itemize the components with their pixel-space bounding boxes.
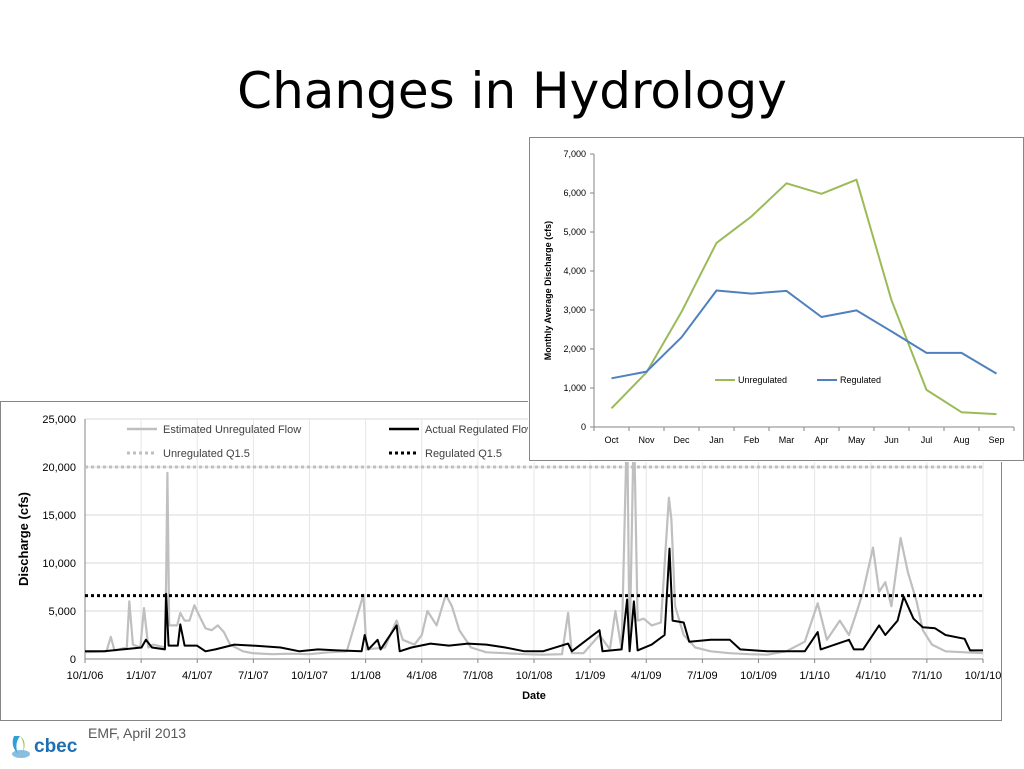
- x-tick-label: 1/1/08: [350, 670, 381, 682]
- footer-text: EMF, April 2013: [88, 725, 187, 741]
- inset-y-tick-label: 5,000: [563, 227, 586, 237]
- series-regulated-flow-line: [85, 547, 983, 653]
- legend-label: Estimated Unregulated Flow: [163, 424, 301, 436]
- x-tick-label: 4/1/08: [406, 670, 437, 682]
- legend-label: Regulated Q1.5: [425, 448, 502, 460]
- inset-x-tick-label: Feb: [744, 435, 760, 445]
- inset-x-tick-label: May: [848, 435, 866, 445]
- inset-legend-label: Regulated: [840, 375, 881, 385]
- legend-label: Unregulated Q1.5: [163, 448, 250, 460]
- inset-x-tick-label: Apr: [814, 435, 828, 445]
- inset-series-unregulated-line: [610, 178, 997, 416]
- inset-y-tick-label: 6,000: [563, 188, 586, 198]
- y-tick-label: 15,000: [42, 510, 76, 522]
- y-tick-label: 0: [70, 654, 76, 666]
- inset-x-tick-label: Dec: [673, 435, 690, 445]
- x-tick-label: 10/1/08: [516, 670, 553, 682]
- y-tick-label: 20,000: [42, 462, 76, 474]
- y-tick-label: 10,000: [42, 558, 76, 570]
- y-axis-title: Discharge (cfs): [16, 492, 31, 586]
- inset-y-axis-title: Monthly Average Discharge (cfs): [543, 221, 553, 360]
- inset-x-tick-label: Mar: [779, 435, 795, 445]
- monthly-discharge-panel: 0 1,000 2,000 3,000 4,000 5,000 6,000 7,000 Oct N…: [529, 137, 1024, 461]
- inset-y-tick-label: 1,000: [563, 383, 586, 393]
- x-tick-label: 7/1/10: [912, 670, 943, 682]
- x-tick-label: 4/1/07: [182, 670, 213, 682]
- inset-y-tick-label: 4,000: [563, 266, 586, 276]
- inset-y-tick-label: 7,000: [563, 149, 586, 159]
- x-tick-label: 1/1/07: [126, 670, 157, 682]
- inset-x-tick-label: Jun: [884, 435, 899, 445]
- slide-title: Changes in Hydrology: [237, 62, 787, 120]
- logo-wordmark: cbec: [34, 736, 78, 757]
- x-tick-label: 7/1/07: [238, 670, 269, 682]
- x-tick-label: 1/1/09: [575, 670, 606, 682]
- inset-y-tick-label: 0: [581, 422, 586, 432]
- inset-legend-label: Unregulated: [738, 375, 787, 385]
- inset-x-tick-label: Nov: [638, 435, 655, 445]
- x-tick-label: 1/1/10: [799, 670, 830, 682]
- monthly-discharge-chart: 0 1,000 2,000 3,000 4,000 5,000 6,000 7,000 Oct N…: [543, 149, 1015, 445]
- series-unregulated-flow-line: [84, 417, 984, 656]
- cbec-logo: cbec: [8, 730, 88, 764]
- x-tick-label: 10/1/09: [740, 670, 777, 682]
- inset-y-tick-label: 2,000: [563, 344, 586, 354]
- y-tick-label: 25,000: [42, 414, 76, 426]
- inset-x-tick-label: Jul: [921, 435, 933, 445]
- x-tick-label: 7/1/08: [463, 670, 494, 682]
- inset-y-tick-label: 3,000: [563, 305, 586, 315]
- inset-x-tick-label: Sep: [988, 435, 1004, 445]
- x-tick-label: 10/1/07: [291, 670, 328, 682]
- x-axis-title: Date: [522, 690, 546, 702]
- inset-series-regulated-line: [611, 289, 998, 380]
- x-tick-label: 4/1/10: [855, 670, 886, 682]
- main-hydrograph-chart: 0 5,000 10,000 15,000 20,000 25,000 10/1/06 1/1…: [16, 414, 1001, 702]
- x-tick-label: 10/1/06: [67, 670, 104, 682]
- inset-x-tick-label: Jan: [709, 435, 724, 445]
- x-tick-label: 7/1/09: [687, 670, 718, 682]
- legend-label: Actual Regulated Flow: [425, 424, 535, 436]
- inset-x-tick-label: Aug: [953, 435, 969, 445]
- y-tick-label: 5,000: [48, 606, 76, 618]
- x-tick-label: 4/1/09: [631, 670, 662, 682]
- x-tick-label: 10/1/10: [965, 670, 1001, 682]
- inset-x-tick-label: Oct: [604, 435, 619, 445]
